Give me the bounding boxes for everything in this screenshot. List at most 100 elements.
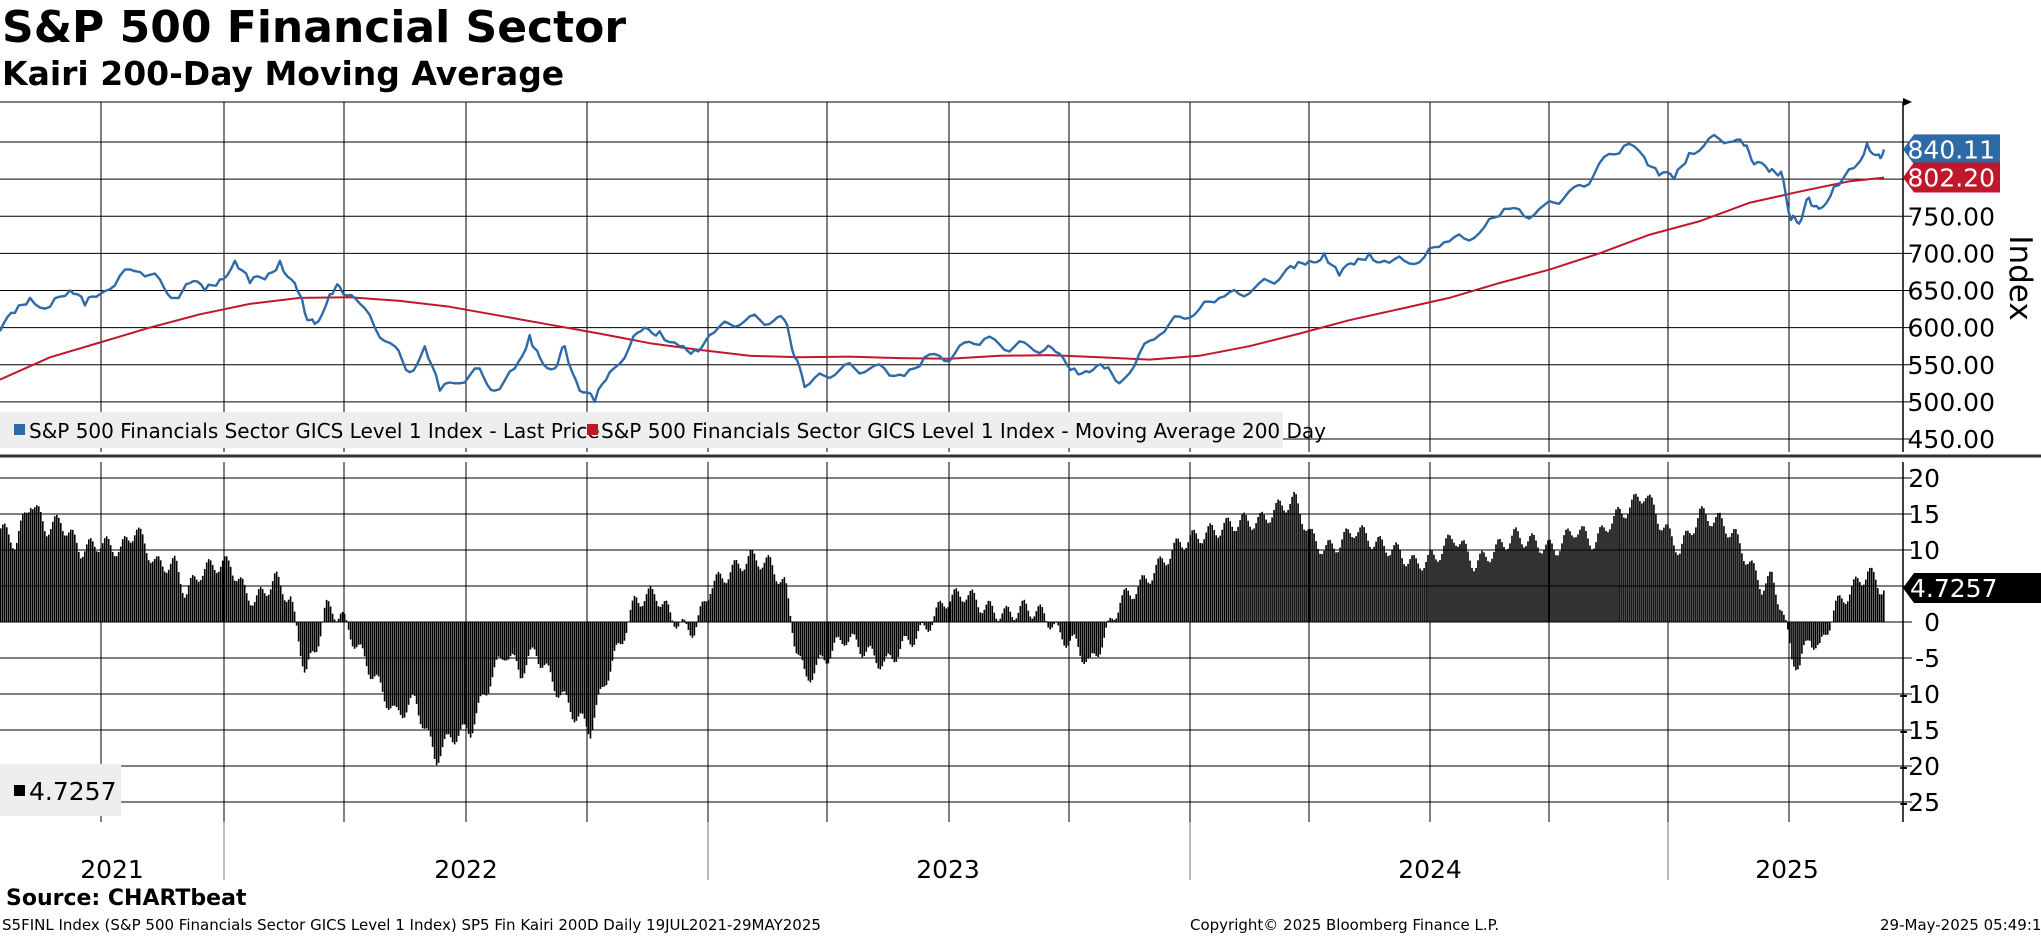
kairi-bar	[839, 622, 842, 640]
kairi-bar	[459, 622, 462, 730]
kairi-bar	[967, 595, 970, 622]
kairi-bar	[325, 599, 328, 622]
kairi-bar	[189, 578, 192, 622]
kairi-bar	[42, 521, 44, 622]
kairi-bar	[1385, 552, 1387, 622]
kairi-bar	[955, 588, 958, 622]
kairi-bar	[635, 597, 638, 622]
kairi-bar	[655, 600, 658, 622]
kairi-bar	[405, 622, 408, 713]
kairi-bar	[1473, 571, 1475, 622]
kairi-bar	[705, 601, 708, 622]
kairi-bar	[669, 612, 672, 622]
kairi-bar	[571, 622, 574, 720]
kairi-bar	[619, 622, 622, 645]
kairi-bar	[1477, 560, 1479, 622]
kairi-bar	[1515, 527, 1517, 622]
kairi-bar	[1377, 537, 1379, 622]
kairi-bar	[841, 622, 844, 644]
kairi-bar	[1629, 507, 1631, 622]
kairi-bar	[1343, 532, 1345, 622]
kairi-bar	[407, 622, 410, 705]
kairi-bar	[1759, 589, 1761, 622]
kairi-bar	[621, 622, 624, 645]
kairi-bar	[1601, 525, 1603, 622]
kairi-bar	[1329, 539, 1331, 622]
kairi-bar	[1737, 534, 1739, 622]
kairi-bar	[137, 527, 140, 622]
kairi-bar	[421, 622, 424, 729]
kairi-bar	[799, 622, 802, 657]
kairi-bar	[1265, 519, 1267, 622]
kairi-bar	[353, 622, 356, 649]
kairi-bar	[367, 622, 370, 675]
kairi-bar	[171, 558, 174, 622]
kairi-bar	[893, 622, 896, 663]
kairi-bar	[1475, 568, 1477, 622]
kairi-bar	[381, 622, 384, 692]
kairi-bar	[88, 539, 90, 622]
kairi-bar	[195, 579, 198, 622]
kairi-bar	[1355, 536, 1357, 622]
kairi-bar	[1179, 542, 1181, 622]
kairi-bar	[1743, 561, 1745, 622]
kairi-bar	[1727, 537, 1729, 622]
kairi-bar	[1171, 550, 1173, 622]
kairi-bar	[715, 574, 718, 622]
kairi-bar	[909, 622, 912, 645]
kairi-bar	[1881, 594, 1883, 622]
kairi-bar	[1839, 595, 1841, 622]
kairi-bar	[1309, 528, 1311, 622]
kairi-bar	[1467, 551, 1469, 622]
top-ytick-label: 550.00	[1908, 351, 1995, 380]
kairi-bar	[173, 555, 176, 622]
kairi-bar	[929, 622, 932, 631]
kairi-bar	[40, 512, 42, 622]
kairi-bar	[729, 572, 732, 622]
kairi-bar	[741, 571, 744, 622]
kairi-bar	[215, 572, 218, 622]
kairi-bar	[141, 534, 144, 622]
kairi-bar	[1073, 622, 1075, 635]
kairi-bar	[1175, 538, 1177, 622]
kairi-bar	[1363, 527, 1365, 622]
kairi-bar	[725, 583, 728, 622]
kairi-bar	[703, 601, 706, 622]
kairi-bar	[931, 622, 934, 625]
kairi-bar	[1295, 494, 1297, 622]
kairi-bar	[1079, 622, 1081, 656]
kairi-bar	[939, 600, 942, 622]
bottom-ytick-label: 20	[1908, 464, 1940, 493]
kairi-bar	[1875, 579, 1877, 622]
kairi-bar	[519, 622, 522, 679]
kairi-bar	[1527, 541, 1529, 622]
kairi-bar	[1279, 500, 1281, 622]
kairi-bar	[1061, 622, 1063, 640]
kairi-bar	[1769, 571, 1771, 622]
kairi-bar	[1871, 567, 1873, 622]
kairi-bar	[1155, 564, 1157, 622]
kairi-bar	[969, 590, 972, 622]
kairi-bar	[1853, 579, 1855, 622]
kairi-bar	[745, 563, 748, 622]
kairi-bar	[103, 538, 106, 622]
kairi-bar	[169, 563, 172, 622]
kairi-bar	[1269, 522, 1271, 622]
kairi-bar	[1707, 521, 1709, 622]
kairi-bar	[1197, 538, 1199, 622]
kairi-bar	[80, 558, 82, 622]
kairi-bar	[301, 622, 304, 667]
kairi-bar	[1675, 552, 1677, 622]
kairi-bar	[807, 622, 810, 681]
kairi-bar	[1433, 554, 1435, 622]
kairi-bar	[251, 605, 254, 622]
kairi-bar	[1223, 522, 1225, 622]
kairi-bar	[66, 535, 68, 622]
kairi-bar	[1747, 564, 1749, 622]
kairi-bar	[1099, 622, 1101, 655]
kairi-bar	[257, 589, 260, 622]
kairi-bar	[1421, 570, 1423, 622]
kairi-bar	[219, 566, 222, 622]
kairi-bar	[1023, 599, 1026, 622]
kairi-bar	[1799, 622, 1801, 666]
